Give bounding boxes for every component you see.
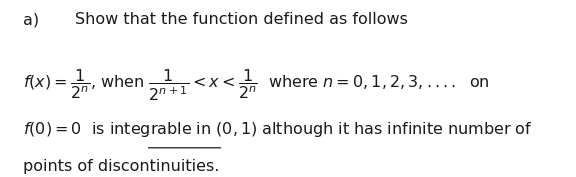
Text: points of discontinuities.: points of discontinuities.: [23, 159, 219, 174]
Text: a): a): [23, 12, 39, 27]
Text: Show that the function defined as follows: Show that the function defined as follow…: [75, 12, 408, 27]
Text: $f(x)=\dfrac{1}{2^{n}}$, when $\dfrac{1}{2^{n+1}}<x<\dfrac{1}{2^{n}}$  where $n=: $f(x)=\dfrac{1}{2^{n}}$, when $\dfrac{1}…: [23, 67, 490, 103]
Text: $f(0)=0$  is integrable in $(0,1)$ although it has infinite number of: $f(0)=0$ is integrable in $(0,1)$ althou…: [23, 120, 533, 139]
